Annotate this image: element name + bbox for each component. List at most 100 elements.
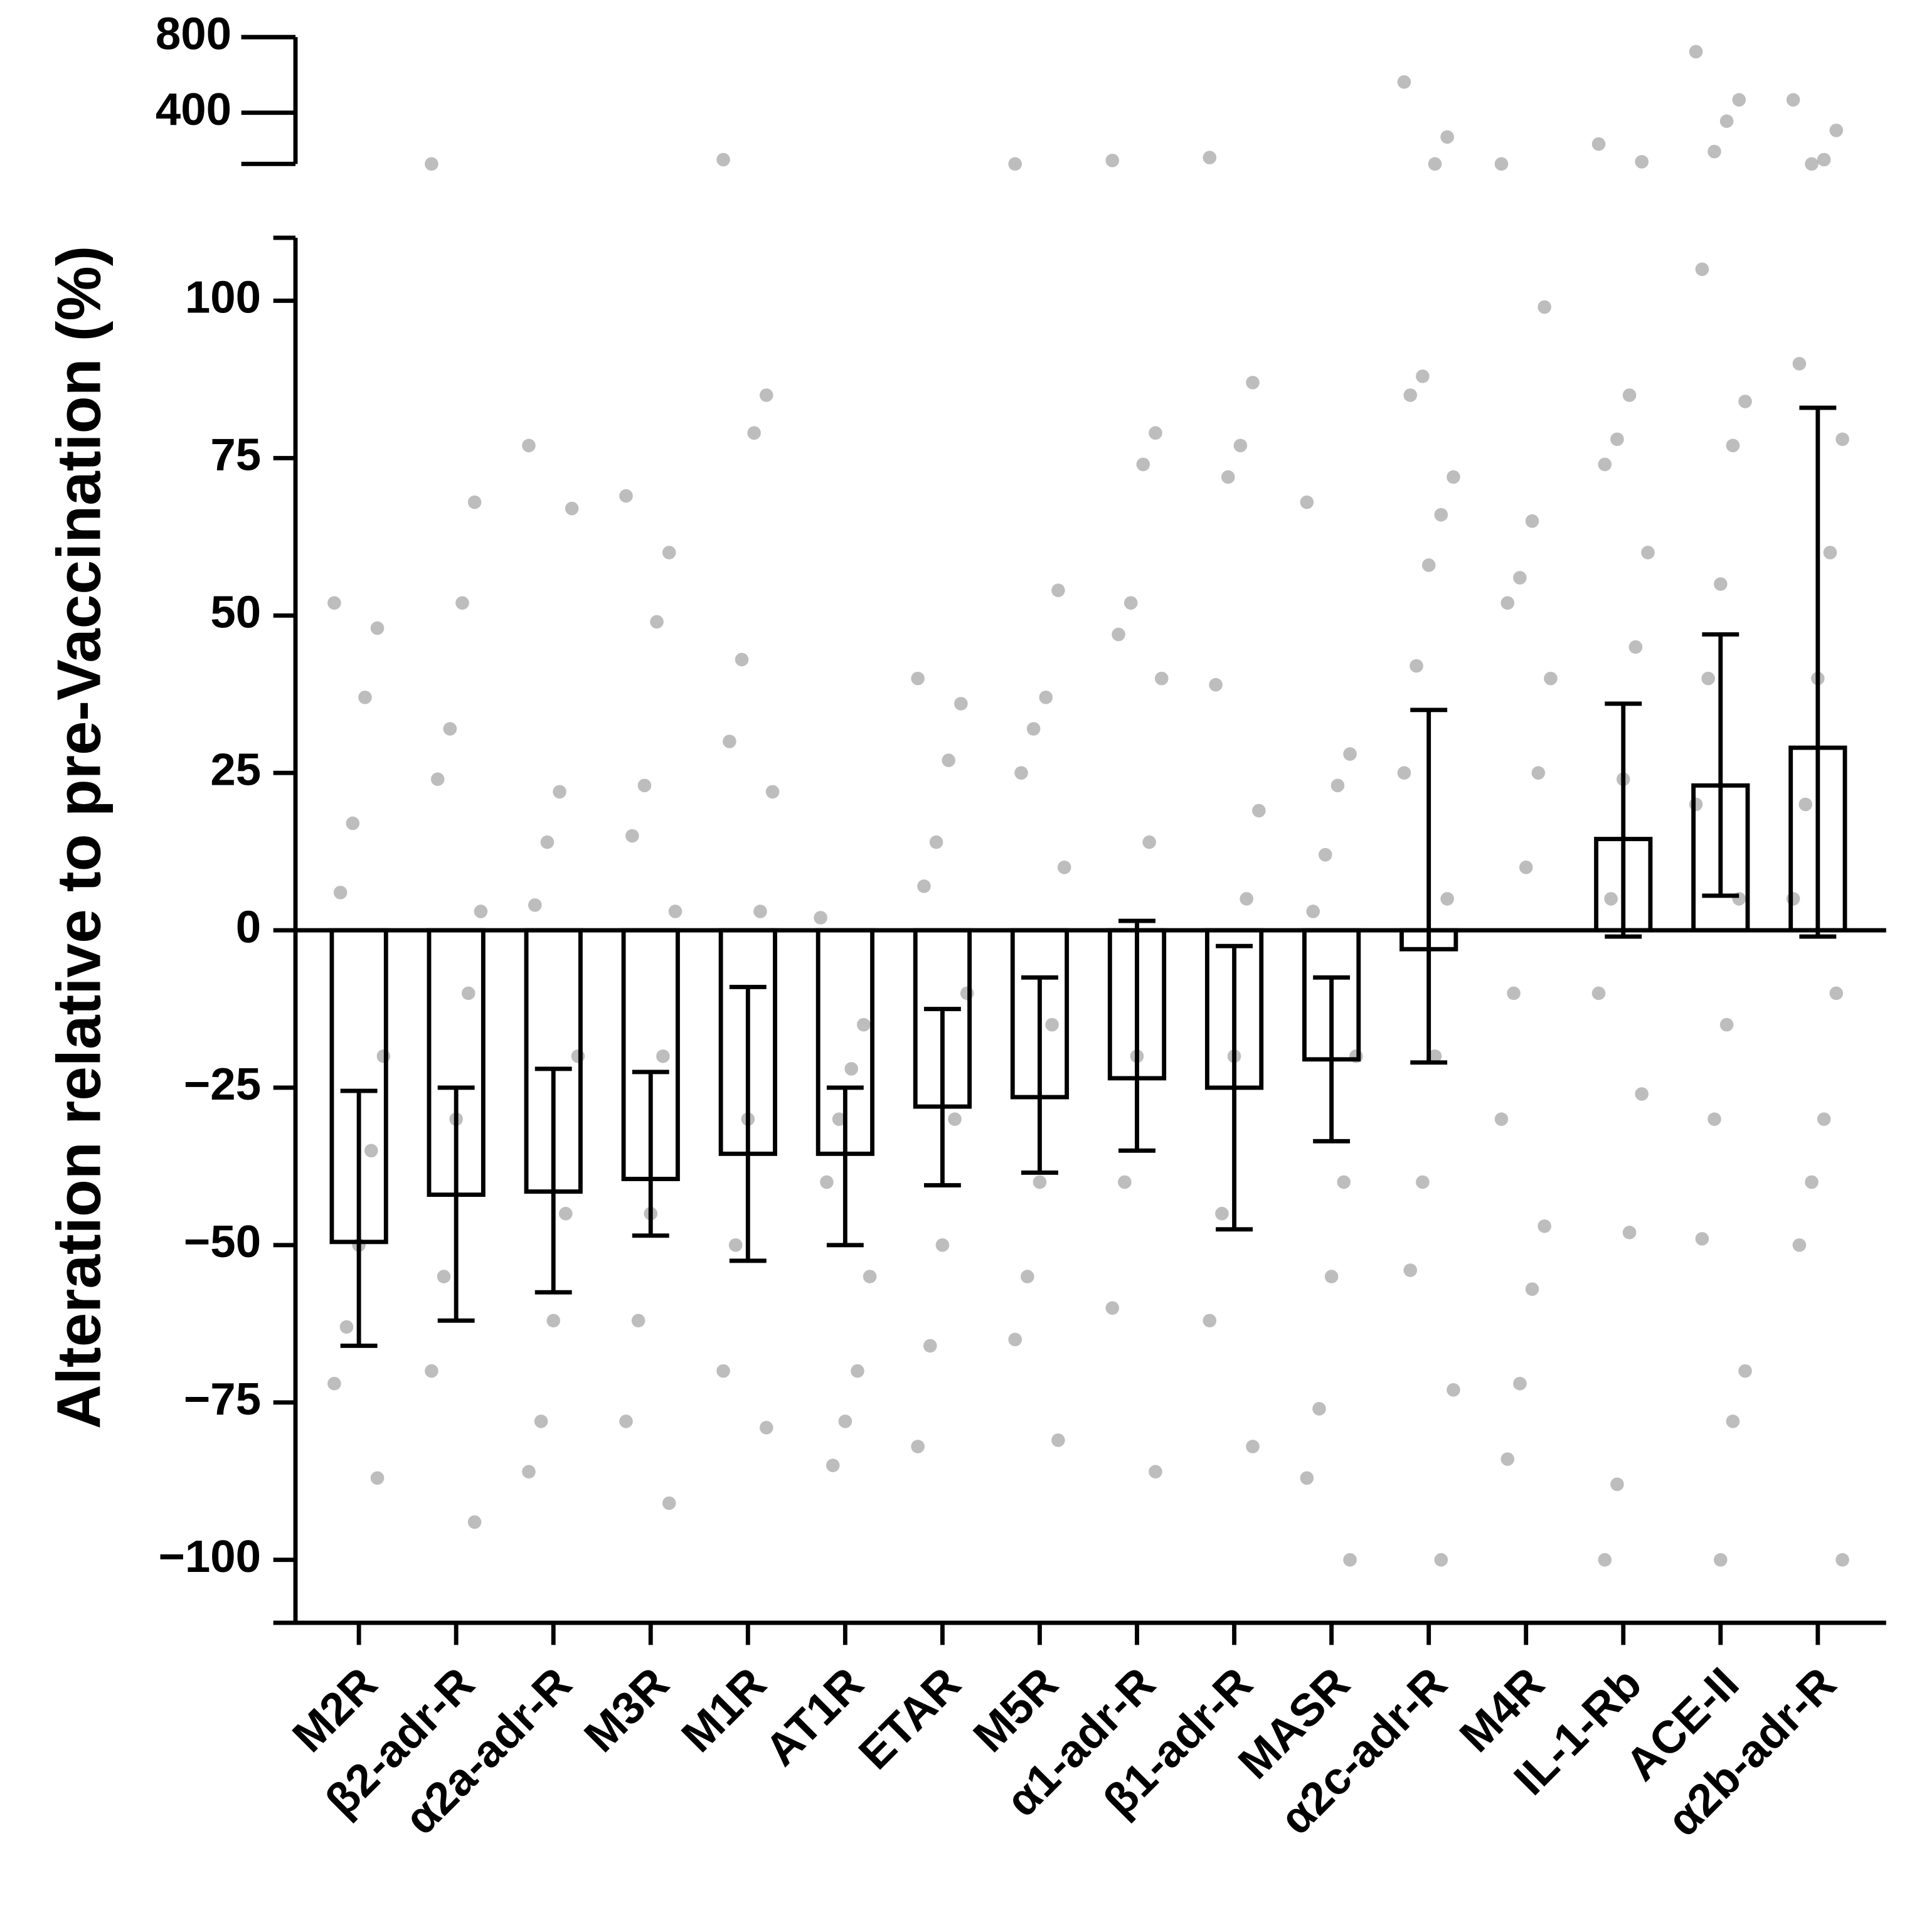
data-point xyxy=(1786,93,1800,107)
data-point xyxy=(619,489,633,503)
data-point xyxy=(1610,432,1624,447)
data-point xyxy=(1039,690,1053,704)
data-point xyxy=(1708,1112,1721,1126)
data-point xyxy=(1598,1552,1612,1567)
error-bar xyxy=(632,1070,669,1238)
data-point xyxy=(534,1414,548,1428)
data-point xyxy=(1021,1270,1034,1283)
data-point xyxy=(1598,457,1612,472)
data-point xyxy=(1440,892,1454,906)
data-point xyxy=(370,1471,385,1485)
x-tick-label: M3R xyxy=(575,1658,679,1762)
x-tick-label: M1R xyxy=(672,1658,776,1762)
data-point xyxy=(1105,154,1120,167)
data-point xyxy=(1397,766,1411,780)
y-tick-label: 50 xyxy=(210,586,261,637)
error-bar xyxy=(1216,943,1253,1232)
data-point xyxy=(437,1270,451,1283)
data-point xyxy=(364,1144,378,1158)
data-point xyxy=(1343,1552,1357,1567)
data-point xyxy=(1343,747,1357,761)
data-point xyxy=(911,671,925,686)
data-point xyxy=(1591,137,1606,151)
data-point xyxy=(1142,835,1156,849)
data-point xyxy=(1622,388,1637,402)
data-point xyxy=(948,1112,962,1126)
data-point xyxy=(625,829,639,843)
data-point xyxy=(1416,1175,1430,1189)
data-point xyxy=(370,621,385,635)
data-point xyxy=(826,1458,840,1472)
data-point xyxy=(1792,1238,1807,1252)
data-point xyxy=(1519,860,1533,874)
data-point xyxy=(1051,1433,1065,1447)
data-point xyxy=(1732,93,1746,107)
data-point xyxy=(923,1339,937,1353)
y-tick-label: 0 xyxy=(236,901,261,952)
data-point xyxy=(327,596,341,610)
data-point xyxy=(1719,114,1734,128)
data-point xyxy=(1835,432,1849,447)
error-bar xyxy=(923,1007,961,1187)
data-point xyxy=(522,438,536,453)
data-point xyxy=(1233,438,1248,453)
data-point xyxy=(1440,130,1454,144)
data-point xyxy=(1738,395,1752,408)
data-point xyxy=(1300,495,1314,509)
data-point xyxy=(1447,1383,1460,1397)
y-tick-label: 100 xyxy=(185,272,261,323)
data-point xyxy=(1507,986,1521,1001)
data-point xyxy=(540,835,555,849)
data-point xyxy=(571,1049,585,1063)
y-tick-label: −25 xyxy=(184,1059,261,1110)
data-point xyxy=(929,835,943,849)
data-point xyxy=(1531,766,1546,780)
error-bar xyxy=(1410,708,1448,1065)
data-point xyxy=(1246,376,1260,390)
data-point xyxy=(765,785,780,799)
data-point xyxy=(474,905,488,918)
data-point xyxy=(553,785,566,799)
data-point xyxy=(1434,507,1448,522)
data-point xyxy=(917,879,931,893)
data-point xyxy=(844,1062,858,1076)
data-point xyxy=(1209,677,1223,692)
data-point xyxy=(467,495,482,509)
data-point xyxy=(1513,1376,1527,1391)
data-point xyxy=(1829,986,1844,1001)
data-point xyxy=(425,157,438,171)
data-point xyxy=(716,152,730,167)
error-bar xyxy=(1799,405,1837,939)
x-tick-label: AT1R xyxy=(755,1658,873,1776)
data-point xyxy=(1149,426,1162,440)
data-point xyxy=(1154,671,1169,686)
data-point xyxy=(443,722,457,736)
data-point xyxy=(1123,596,1138,610)
data-point xyxy=(1591,986,1606,1001)
data-point xyxy=(1215,1206,1229,1221)
error-bar xyxy=(437,1085,475,1323)
data-point xyxy=(1525,1282,1539,1296)
data-point xyxy=(954,696,968,711)
data-point xyxy=(960,986,974,1001)
data-point xyxy=(637,778,652,793)
data-point xyxy=(1738,1364,1752,1378)
data-point xyxy=(528,898,542,912)
y-tick-label: 800 xyxy=(156,8,231,59)
data-point xyxy=(559,1206,573,1221)
data-point xyxy=(1246,1440,1260,1453)
data-point xyxy=(1798,797,1813,812)
x-tick-label: ETAR xyxy=(849,1658,970,1779)
data-point xyxy=(735,652,749,667)
data-point xyxy=(1045,1017,1059,1032)
data-point xyxy=(522,1465,536,1478)
error-bar xyxy=(534,1066,572,1295)
data-point xyxy=(1689,797,1703,812)
data-point xyxy=(857,1017,871,1032)
data-point xyxy=(1319,847,1332,862)
error-bar xyxy=(1313,975,1351,1144)
data-point xyxy=(656,1049,670,1063)
data-point xyxy=(1628,640,1643,654)
data-point xyxy=(668,905,682,918)
